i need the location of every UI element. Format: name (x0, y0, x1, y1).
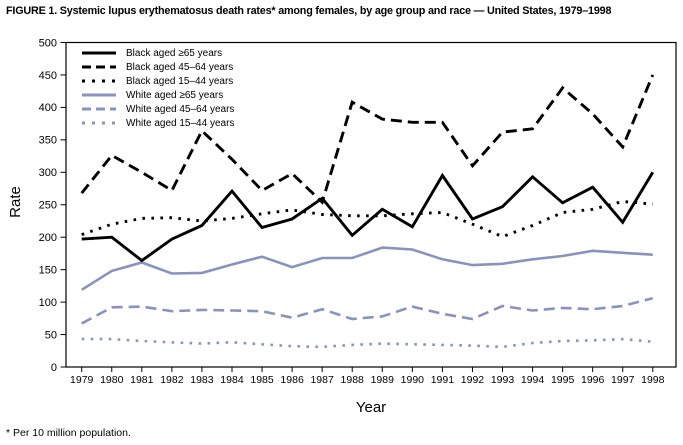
legend-label: Black aged ≥65 years (126, 47, 223, 59)
y-tick-label: 50 (45, 329, 57, 341)
figure-title: FIGURE 1. Systemic lupus erythematosus d… (6, 5, 612, 17)
x-tick-label: 1989 (371, 374, 395, 386)
x-tick-label: 1991 (431, 374, 455, 386)
series-line-black-aged-65-years (81, 171, 655, 263)
y-tick-label: 0 (51, 362, 57, 374)
dashed-line-sample-icon (82, 107, 116, 111)
legend-item: White aged 15–44 years (82, 116, 234, 130)
x-tick-label: 1982 (160, 374, 184, 386)
x-tick-label: 1984 (220, 374, 244, 386)
x-tick-label: 1988 (341, 374, 365, 386)
x-tick-label: 1997 (611, 374, 635, 386)
y-tick-label: 300 (39, 167, 57, 179)
x-tick-label: 1983 (190, 374, 214, 386)
y-tick-label: 250 (39, 200, 57, 212)
legend-label: White aged 15–44 years (126, 117, 235, 129)
y-tick-label: 350 (39, 135, 57, 147)
series-line-white-aged-65-years (81, 246, 653, 291)
y-tick-label: 400 (39, 102, 57, 114)
x-tick-label: 1990 (401, 374, 425, 386)
x-tick-label: 1986 (280, 374, 304, 386)
solid-line-sample-icon (82, 51, 116, 55)
y-axis-label: Rate (7, 186, 24, 218)
x-tick-label: 1992 (461, 374, 485, 386)
legend-item: Black aged ≥65 years (82, 46, 234, 60)
x-tick-label: 1980 (100, 374, 124, 386)
x-tick-label: 1987 (310, 374, 334, 386)
x-tick-label: 1998 (641, 374, 665, 386)
legend: Black aged ≥65 years Black aged 45–64 yea… (82, 46, 234, 130)
footnote: * Per 10 million population. (6, 427, 131, 439)
dotted-line-sample-icon (82, 121, 116, 125)
x-tick-label: 1981 (130, 374, 154, 386)
y-tick-label: 450 (39, 70, 57, 82)
series-line-black-aged-15-44-years (81, 200, 653, 239)
legend-label: Black aged 45–64 years (126, 61, 234, 73)
series-line-white-aged-15-44-years (81, 337, 653, 349)
legend-item: White aged ≥65 years (82, 88, 234, 102)
x-tick-label: 1993 (491, 374, 515, 386)
legend-item: Black aged 45–64 years (82, 60, 234, 74)
series-line-white-aged-45-64-years (81, 296, 654, 325)
y-tick-label: 100 (39, 297, 57, 309)
x-tick-label: 1994 (521, 374, 545, 386)
series-line-black-aged-45-64-years (80, 74, 655, 205)
y-tick-label: 500 (39, 37, 57, 49)
dashed-line-sample-icon (82, 65, 116, 69)
y-tick-label: 200 (39, 232, 57, 244)
x-tick-label: 1979 (70, 374, 94, 386)
x-axis-label: Year (355, 399, 387, 416)
legend-label: White aged 45–64 years (126, 103, 235, 115)
x-tick-label: 1995 (551, 374, 575, 386)
legend-item: Black aged 15–44 years (82, 74, 234, 88)
legend-label: Black aged 15–44 years (126, 75, 234, 87)
legend-item: White aged 45–64 years (82, 102, 234, 116)
solid-line-sample-icon (82, 93, 116, 97)
legend-label: White aged ≥65 years (126, 89, 224, 101)
x-tick-label: 1996 (581, 374, 605, 386)
y-tick-label: 150 (39, 264, 57, 276)
x-tick-label: 1985 (250, 374, 274, 386)
dotted-line-sample-icon (82, 79, 116, 83)
